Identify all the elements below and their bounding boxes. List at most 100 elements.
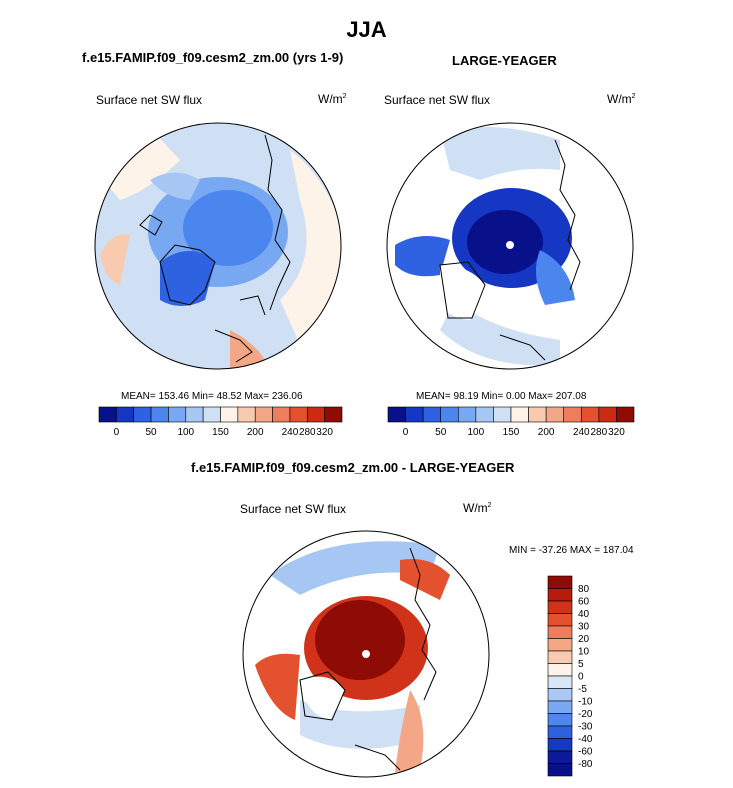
right-colorbar-swatch: [457, 406, 477, 423]
diff-colorbar-tick-label: 80: [578, 584, 590, 595]
diff-variable-label: Surface net SW flux: [240, 502, 347, 516]
left-coastlines: [139, 134, 291, 363]
left-colorbar-tick-label: 0: [114, 427, 120, 438]
right-colorbar-swatch: [422, 406, 442, 423]
right-map: [387, 123, 633, 369]
right-colorbar-swatch: [440, 406, 459, 423]
diff-colorbar-tick-label: -40: [578, 734, 593, 745]
diff-colorbar-swatch: [547, 588, 573, 602]
diff-map-border: [242, 530, 490, 778]
right-colorbar-swatch: [563, 406, 582, 423]
left-colorbar-swatch: [202, 406, 221, 423]
left-variable-label: Surface net SW flux: [96, 93, 203, 107]
right-colorbar-swatch: [598, 406, 617, 423]
left-colorbar-swatch: [116, 406, 135, 423]
right-colorbar-tick-label: 150: [503, 427, 520, 438]
diff-colorbar-tick-label: -5: [578, 684, 587, 695]
left-stats: MEAN= 153.46 Min= 48.52 Max= 236.06: [121, 391, 303, 402]
diff-colorbar-tick-label: 20: [578, 634, 590, 645]
left-colorbar-swatch: [306, 406, 325, 423]
left-units-label: W/m2: [318, 92, 347, 106]
left-colorbar-swatch: [220, 406, 239, 423]
diff-colorbar-swatch: [547, 600, 573, 614]
right-map-border: [386, 122, 634, 370]
left-colorbar-swatch: [289, 406, 308, 423]
left-colorbar: 0 50 100 150 200 240 280 320: [98, 406, 343, 438]
right-colorbar-swatch: [528, 406, 547, 423]
diff-colorbar-tick-label: 30: [578, 622, 590, 633]
diff-colorbar-tick-label: 40: [578, 609, 590, 620]
left-colorbar-swatch: [168, 406, 187, 423]
left-colorbar-tick-label: 200: [247, 427, 264, 438]
left-colorbar-swatch: [150, 406, 169, 423]
diff-colorbar-tick-label: -20: [578, 709, 593, 720]
diff-colorbar-swatch: [547, 625, 573, 639]
right-colorbar-tick-label: 100: [468, 427, 485, 438]
left-map-border: [94, 122, 342, 370]
diff-colorbar-swatch: [547, 650, 573, 664]
diff-colorbar-swatch: [547, 663, 573, 677]
left-colorbar-swatch: [324, 406, 343, 423]
diff-colorbar-swatch: [547, 638, 573, 652]
right-coastlines: [439, 139, 581, 361]
left-colorbar-tick-label: 150: [212, 427, 229, 438]
right-colorbar-tick-label: 50: [435, 427, 447, 438]
left-colorbar-swatch: [237, 406, 256, 423]
diff-colorbar-tick-label: -80: [578, 759, 593, 770]
diff-units-exp: 2: [487, 502, 492, 509]
left-colorbar-tick-label: 50: [146, 427, 158, 438]
diff-colorbar-swatch: [547, 738, 573, 752]
right-variable-label: Surface net SW flux: [384, 93, 491, 107]
diff-colorbar-swatch: [547, 750, 573, 764]
left-case-title: f.e15.FAMIP.f09_f09.cesm2_zm.00 (yrs 1-9…: [82, 50, 344, 65]
right-colorbar-tick-label: 280: [591, 427, 608, 438]
left-colorbar-tick-label: 280: [299, 427, 316, 438]
left-colorbar-tick-label: 320: [316, 427, 333, 438]
diff-colorbar-swatch: [547, 575, 573, 589]
diff-units-base: W/m: [463, 501, 488, 515]
right-colorbar-swatch: [387, 406, 406, 423]
diff-colorbar-tick-label: 60: [578, 597, 590, 608]
right-colorbar-swatch: [475, 406, 494, 423]
diff-colorbar-swatch: [547, 725, 573, 739]
right-units-base: W/m: [607, 92, 632, 106]
right-colorbar-tick-label: 0: [403, 427, 409, 438]
diff-stats: MIN = -37.26 MAX = 187.04: [509, 545, 634, 556]
right-colorbar-swatch: [545, 406, 565, 423]
right-colorbar: 0 50 100 150 200 240 280 320: [387, 406, 635, 438]
left-units-base: W/m: [318, 92, 343, 106]
diff-pole-marker: [362, 650, 370, 658]
left-colorbar-swatch: [98, 406, 117, 423]
diff-colorbar-swatch: [547, 713, 573, 727]
right-colorbar-swatch: [616, 406, 635, 423]
diff-units-label: W/m2: [463, 501, 492, 515]
left-units-exp: 2: [342, 93, 347, 100]
diff-colorbar-tick-label: 5: [578, 659, 584, 670]
diff-case-title: f.e15.FAMIP.f09_f09.cesm2_zm.00 - LARGE-…: [191, 460, 515, 475]
diff-colorbar-tick-label: 10: [578, 647, 590, 658]
right-units-exp: 2: [631, 93, 636, 100]
diff-colorbar-swatch: [547, 763, 573, 777]
right-colorbar-swatch: [580, 406, 600, 423]
diff-colorbar-tick-label: 0: [578, 672, 584, 683]
diff-colorbar-tick-label: -60: [578, 747, 593, 758]
left-colorbar-swatch: [185, 406, 204, 423]
right-colorbar-tick-label: 240: [573, 427, 590, 438]
right-colorbar-tick-label: 200: [538, 427, 555, 438]
diff-coastlines: [299, 547, 437, 771]
right-colorbar-tick-label: 320: [608, 427, 625, 438]
diff-colorbar-swatch: [547, 675, 573, 689]
left-colorbar-swatch: [133, 406, 152, 423]
right-colorbar-swatch: [493, 406, 512, 423]
left-colorbar-tick-label: 240: [282, 427, 299, 438]
left-colorbar-swatch: [272, 406, 291, 423]
right-stats: MEAN= 98.19 Min= 0.00 Max= 207.08: [416, 391, 587, 402]
diff-colorbar-swatch: [547, 613, 573, 627]
right-units-label: W/m2: [607, 92, 636, 106]
diff-colorbar-swatch: [547, 700, 573, 714]
right-pole-marker: [506, 241, 514, 249]
right-colorbar-swatch: [405, 406, 424, 423]
left-colorbar-tick-label: 100: [177, 427, 194, 438]
